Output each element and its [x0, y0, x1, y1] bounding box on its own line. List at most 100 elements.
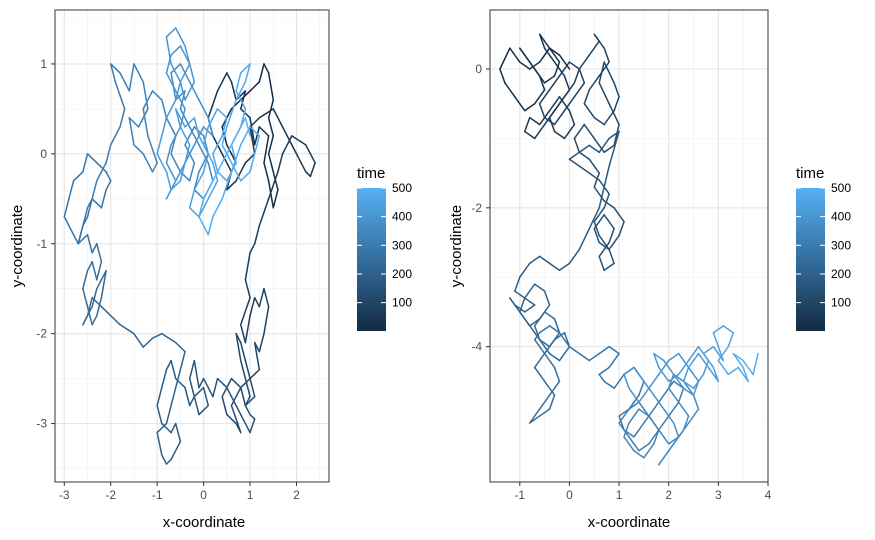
- path-segment: [528, 116, 541, 126]
- path-segment: [96, 296, 103, 317]
- path-segment: [603, 144, 615, 154]
- path-segment: [137, 108, 149, 128]
- x-tick-label: 3: [715, 488, 722, 502]
- path-segment: [267, 171, 279, 200]
- path-segment: [240, 413, 251, 434]
- path-segment: [96, 243, 103, 263]
- path-segment: [732, 352, 744, 362]
- right-x-axis-title: x-coordinate: [588, 514, 671, 531]
- path-segment: [68, 180, 75, 200]
- path-segment: [687, 408, 700, 424]
- path-segment: [538, 255, 551, 265]
- path-segment: [267, 99, 275, 119]
- path-segment: [100, 269, 107, 299]
- path-segment: [244, 251, 251, 281]
- path-segment: [633, 366, 645, 383]
- path-segment: [558, 61, 571, 77]
- path-segment: [648, 415, 660, 431]
- path-segment: [179, 63, 191, 83]
- path-segment: [230, 404, 242, 434]
- path-segment: [628, 436, 640, 452]
- path-segment: [658, 450, 670, 466]
- path-segment: [170, 359, 177, 380]
- path-segment: [235, 162, 247, 182]
- path-segment: [563, 123, 576, 140]
- path-segment: [244, 63, 251, 83]
- path-segment: [193, 386, 205, 398]
- path-segment: [648, 373, 660, 390]
- path-segment: [653, 352, 660, 369]
- path-segment: [188, 81, 200, 101]
- path-segment: [82, 305, 93, 326]
- path-segment: [133, 63, 144, 83]
- path-segment: [658, 359, 670, 376]
- path-segment: [82, 287, 89, 308]
- path-segment: [588, 144, 600, 154]
- y-tick-label: -2: [471, 201, 482, 215]
- path-segment: [249, 126, 261, 137]
- path-segment: [184, 117, 196, 128]
- path-segment: [258, 198, 270, 227]
- path-segment: [249, 81, 261, 92]
- y-tick-label: 0: [40, 147, 47, 161]
- path-segment: [267, 135, 275, 155]
- path-segment: [226, 180, 237, 191]
- path-segment: [533, 338, 546, 355]
- path-segment: [593, 207, 605, 223]
- path-segment: [722, 325, 734, 334]
- path-segment: [109, 314, 121, 326]
- path-segment: [618, 220, 625, 237]
- path-segment: [653, 429, 660, 445]
- path-segment: [277, 153, 284, 173]
- x-tick-label: 2: [665, 488, 672, 502]
- path-segment: [588, 158, 600, 174]
- path-segment: [230, 386, 242, 407]
- path-segment: [528, 325, 541, 341]
- path-segment: [737, 366, 749, 383]
- path-segment: [533, 325, 541, 341]
- path-segment: [91, 314, 98, 326]
- path-segment: [608, 227, 615, 244]
- path-segment: [548, 352, 561, 362]
- path-segment: [226, 99, 237, 128]
- path-segment: [543, 116, 556, 126]
- path-segment: [553, 318, 561, 334]
- right-chart: -1 0 1 2 3 4 -4 -2 0 x-coordinate y-coordinate: [448, 9, 772, 531]
- path-segment: [548, 380, 561, 396]
- path-segment: [603, 47, 610, 63]
- path-segment: [558, 332, 571, 348]
- x-tick-label: 2: [293, 488, 300, 502]
- path-segment: [119, 108, 126, 128]
- path-segment: [732, 352, 744, 369]
- path-segment: [142, 108, 149, 137]
- path-segment: [100, 162, 107, 173]
- path-segment: [524, 102, 536, 112]
- path-segment: [235, 332, 242, 362]
- path-segment: [514, 290, 526, 299]
- path-segment: [184, 45, 191, 65]
- path-segment: [170, 180, 182, 191]
- path-segment: [263, 287, 270, 308]
- path-segment: [86, 260, 93, 272]
- path-segment: [174, 27, 186, 47]
- path-segment: [499, 47, 511, 70]
- path-segment: [212, 162, 219, 182]
- path-segment: [151, 332, 163, 339]
- path-segment: [568, 109, 576, 126]
- path-segment: [742, 359, 754, 376]
- path-segment: [240, 171, 251, 182]
- path-segment: [499, 68, 506, 84]
- path-segment: [618, 422, 630, 438]
- path-segment: [170, 63, 182, 83]
- path-segment: [608, 345, 620, 355]
- path-segment: [202, 386, 210, 407]
- path-segment: [253, 126, 261, 146]
- path-segment: [142, 337, 154, 348]
- path-segment: [96, 162, 107, 173]
- path-segment: [109, 126, 121, 146]
- path-segment: [677, 401, 690, 417]
- path-segment: [573, 68, 581, 84]
- path-segment: [216, 108, 228, 119]
- path-segment: [568, 61, 581, 70]
- path-segment: [524, 130, 536, 140]
